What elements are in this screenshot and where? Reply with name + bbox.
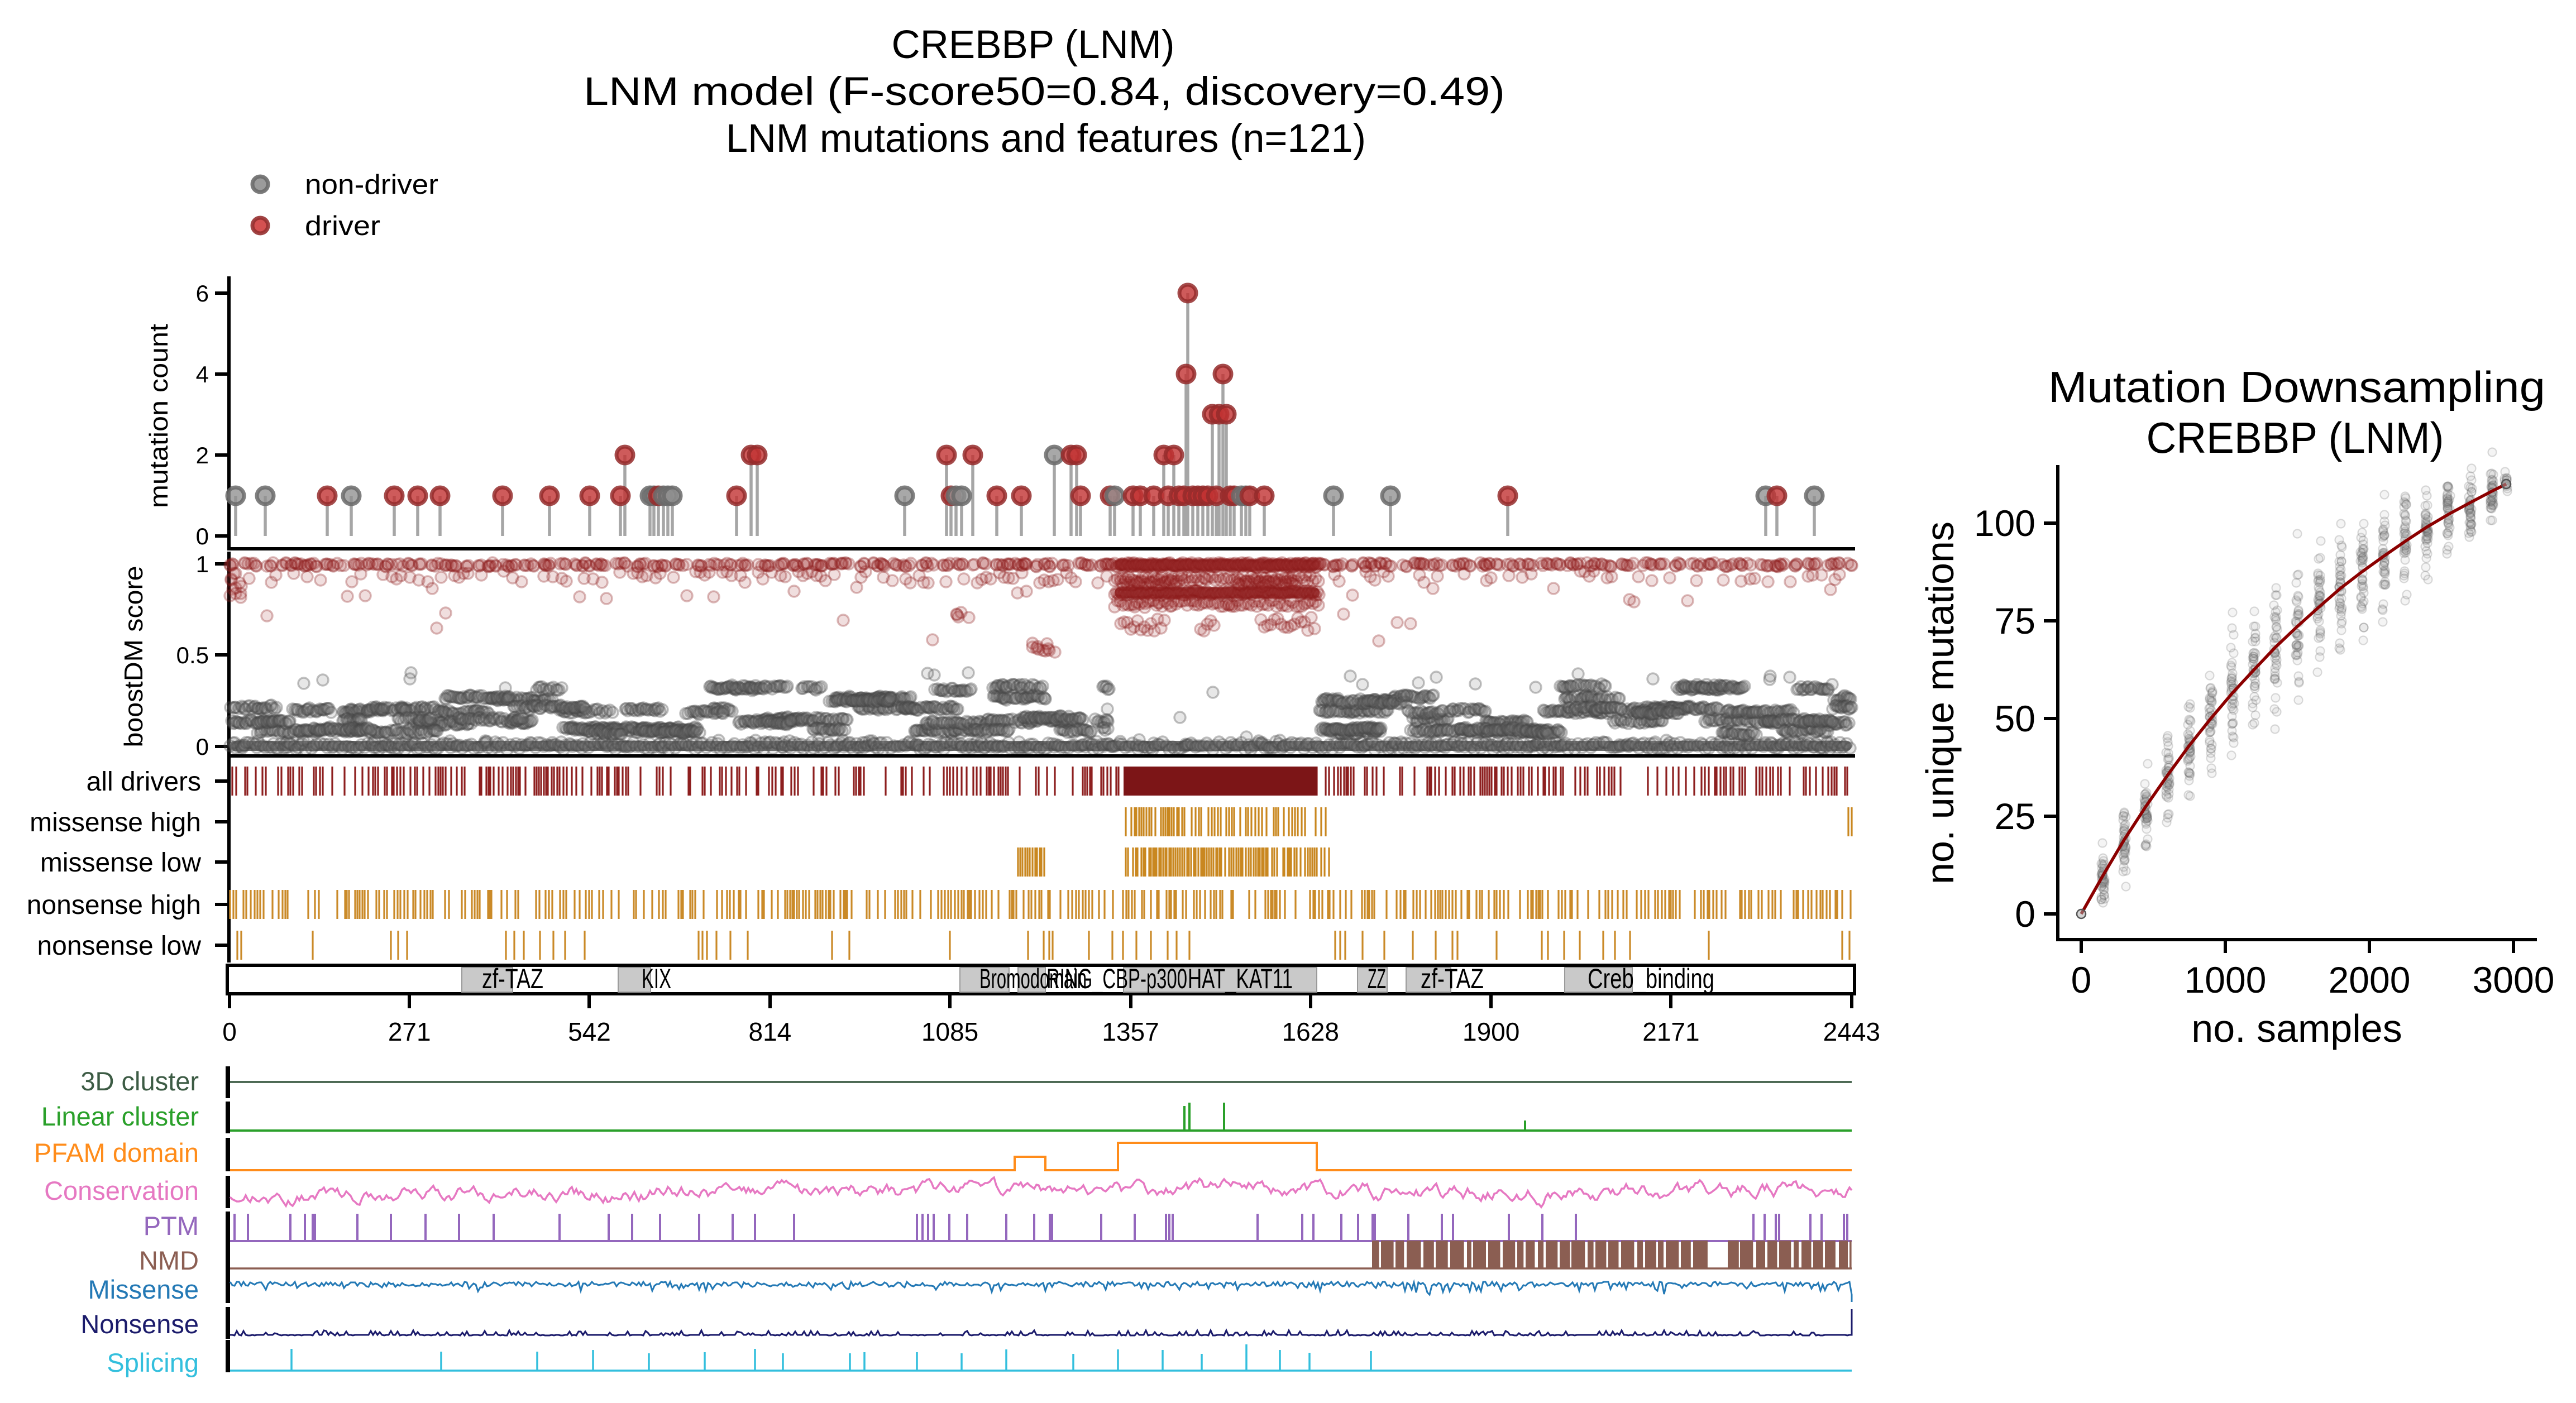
- svg-text:ZZ: ZZ: [1368, 963, 1386, 994]
- svg-text:CREBBP (LNM): CREBBP (LNM): [892, 23, 1175, 67]
- svg-text:2443: 2443: [1823, 1017, 1880, 1046]
- svg-text:non-driver: non-driver: [305, 170, 438, 200]
- svg-text:1628: 1628: [1282, 1017, 1339, 1046]
- svg-text:Missense: Missense: [88, 1275, 199, 1304]
- svg-text:nonsense high: nonsense high: [27, 890, 201, 920]
- svg-text:PFAM domain: PFAM domain: [34, 1138, 199, 1167]
- svg-text:1085: 1085: [921, 1017, 978, 1046]
- svg-text:1357: 1357: [1102, 1017, 1159, 1046]
- svg-text:NMD: NMD: [139, 1246, 199, 1275]
- svg-text:zf-TAZ: zf-TAZ: [1421, 963, 1484, 994]
- svg-text:RING_CBP-p300: RING_CBP-p300: [1046, 963, 1187, 994]
- svg-text:814: 814: [749, 1017, 792, 1046]
- svg-text:Creb_binding: Creb_binding: [1588, 963, 1714, 994]
- svg-text:542: 542: [568, 1017, 611, 1046]
- svg-text:0: 0: [196, 734, 209, 760]
- svg-text:0.5: 0.5: [176, 642, 209, 668]
- svg-text:Mutation Downsampling: Mutation Downsampling: [2048, 362, 2545, 411]
- svg-text:Splicing: Splicing: [107, 1348, 199, 1377]
- svg-text:6: 6: [196, 280, 209, 307]
- svg-text:1900: 1900: [1463, 1017, 1519, 1046]
- svg-text:HAT_KAT11: HAT_KAT11: [1188, 963, 1293, 994]
- svg-text:2: 2: [196, 442, 209, 468]
- svg-text:4: 4: [196, 361, 209, 387]
- svg-text:0: 0: [196, 523, 209, 549]
- svg-text:all drivers: all drivers: [87, 767, 201, 797]
- svg-text:Conservation: Conservation: [44, 1176, 199, 1205]
- svg-text:271: 271: [388, 1017, 431, 1046]
- svg-text:PTM: PTM: [144, 1211, 199, 1241]
- svg-text:CREBBP (LNM): CREBBP (LNM): [2147, 413, 2444, 462]
- svg-text:1: 1: [196, 551, 209, 577]
- svg-text:KIX: KIX: [642, 963, 671, 994]
- svg-text:2171: 2171: [1642, 1017, 1699, 1046]
- svg-text:LNM mutations and features (n=: LNM mutations and features (n=121): [726, 117, 1366, 161]
- svg-text:LNM model (F-score50=0.84, dis: LNM model (F-score50=0.84, discovery=0.4…: [584, 70, 1505, 114]
- svg-text:3D cluster: 3D cluster: [80, 1066, 199, 1096]
- svg-text:missense high: missense high: [30, 808, 201, 837]
- svg-text:Linear cluster: Linear cluster: [41, 1102, 199, 1131]
- svg-text:zf-TAZ: zf-TAZ: [482, 963, 543, 994]
- svg-text:Nonsense: Nonsense: [80, 1309, 199, 1339]
- svg-text:nonsense low: nonsense low: [37, 931, 201, 961]
- svg-text:mutation count: mutation count: [144, 324, 173, 508]
- svg-text:missense low: missense low: [40, 848, 201, 878]
- svg-text:driver: driver: [305, 211, 380, 241]
- svg-text:0: 0: [222, 1017, 237, 1046]
- svg-text:boostDM score: boostDM score: [119, 566, 148, 748]
